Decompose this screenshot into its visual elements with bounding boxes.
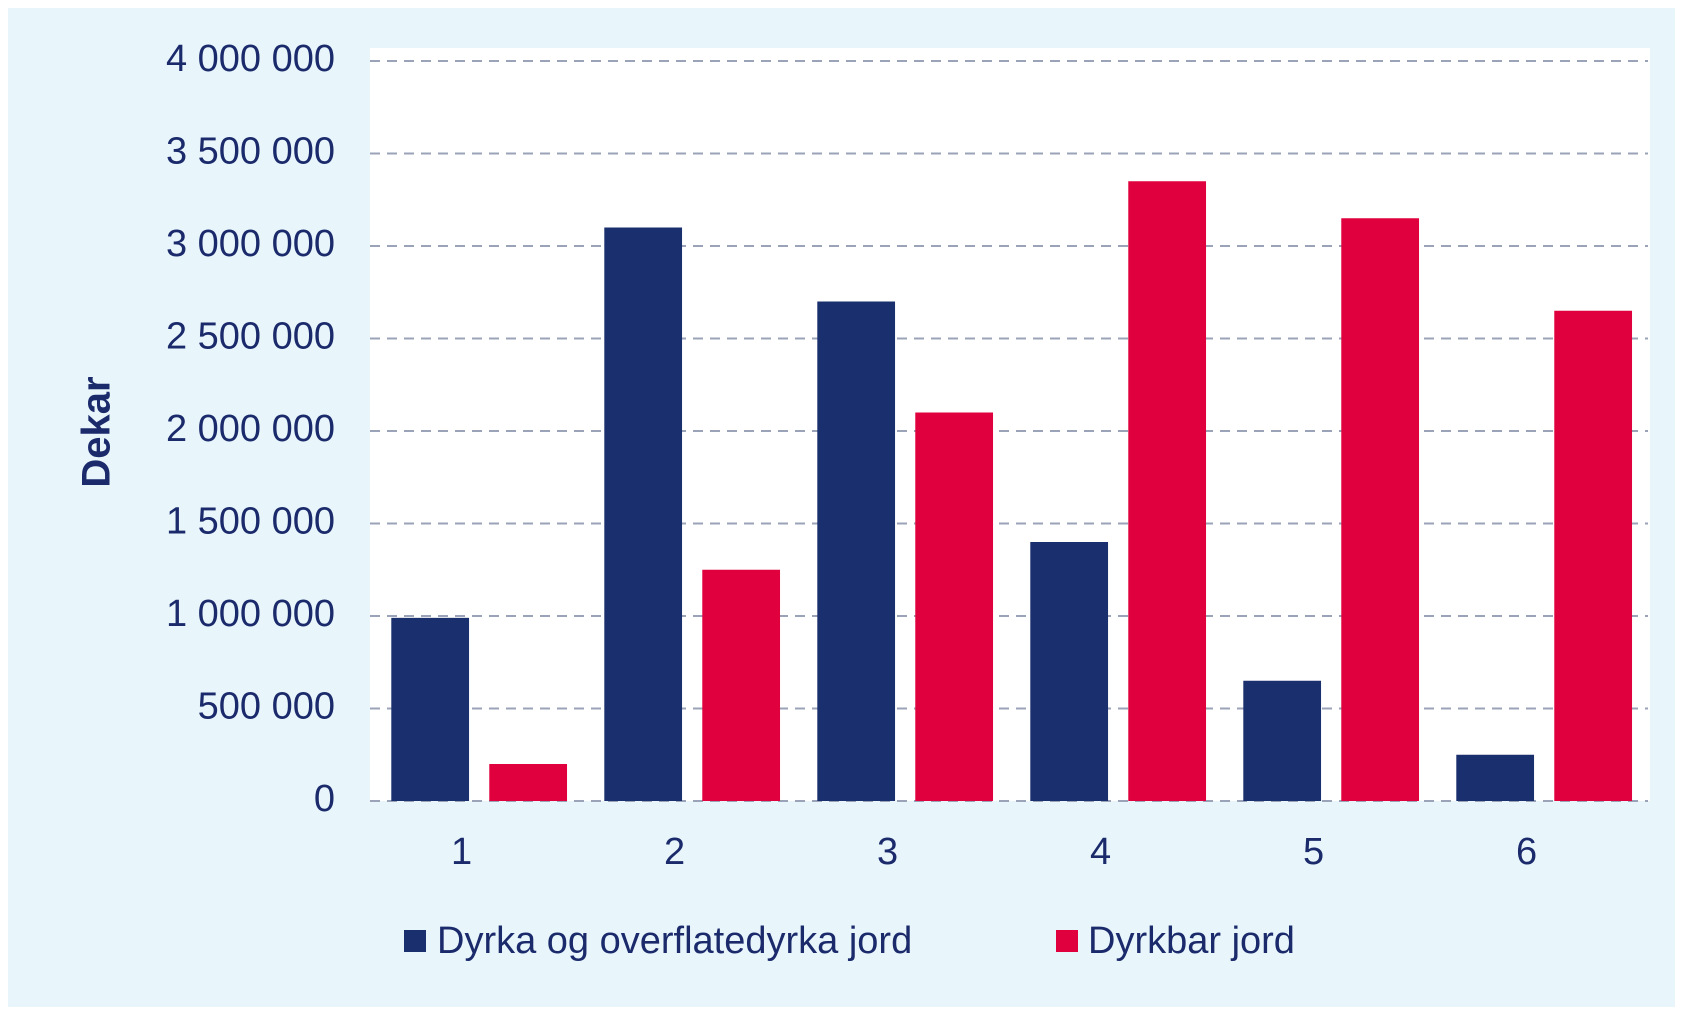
bar <box>1554 310 1633 801</box>
bar <box>1243 680 1322 801</box>
y-tick-label: 2 500 000 <box>166 316 335 358</box>
x-tick-label: 2 <box>664 831 685 873</box>
bar <box>489 764 568 801</box>
x-tick-label: 5 <box>1303 831 1324 873</box>
legend: Dyrka og overflatedyrka jord Dyrkbar jor… <box>404 920 1295 962</box>
y-tick-label: 1 000 000 <box>166 593 335 635</box>
y-tick-label: 500 000 <box>198 686 335 728</box>
legend-swatch <box>1056 930 1078 952</box>
bar <box>1456 754 1535 801</box>
x-tick-label: 3 <box>877 831 898 873</box>
bar <box>817 301 896 801</box>
y-tick-label: 2 000 000 <box>166 408 335 450</box>
bar <box>391 617 470 801</box>
x-tick-label: 6 <box>1516 831 1537 873</box>
y-tick-label: 4 000 000 <box>166 38 335 80</box>
bar <box>1341 218 1420 801</box>
y-tick-label: 1 500 000 <box>166 501 335 543</box>
bar <box>604 227 683 801</box>
bar <box>915 412 994 801</box>
y-axis-label: Dekar <box>75 376 119 487</box>
y-tick-label: 3 000 000 <box>166 223 335 265</box>
x-tick-label: 4 <box>1090 831 1111 873</box>
y-tick-label: 0 <box>314 778 335 820</box>
bar <box>1030 542 1109 801</box>
legend-label: Dyrka og overflatedyrka jord <box>437 920 912 962</box>
y-tick-label: 3 500 000 <box>166 131 335 173</box>
plot-area <box>370 48 1650 801</box>
bar <box>702 569 781 801</box>
bar <box>1128 181 1207 801</box>
legend-label: Dyrkbar jord <box>1088 920 1295 962</box>
legend-swatch <box>404 930 426 952</box>
x-tick-label: 1 <box>451 831 472 873</box>
